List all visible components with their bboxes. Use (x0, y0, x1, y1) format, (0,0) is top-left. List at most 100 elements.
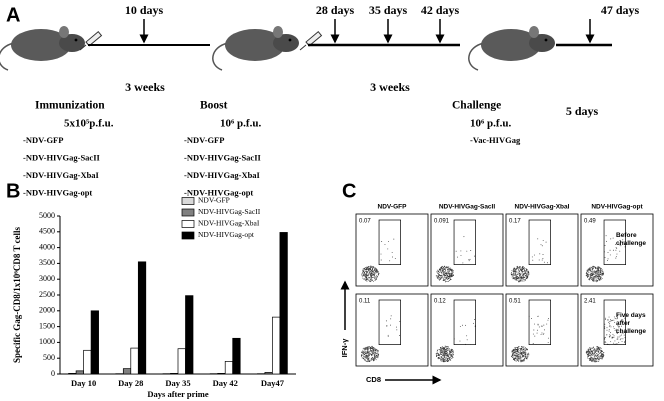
event-dot (514, 356, 516, 358)
event-dot (597, 274, 598, 276)
event-dot (439, 272, 440, 273)
event-dot (524, 347, 526, 349)
event-dot (444, 359, 446, 361)
event-dot (362, 273, 363, 275)
event-dot (526, 355, 528, 357)
gate (528, 219, 551, 265)
event-dot (542, 258, 544, 260)
event-dot (547, 319, 549, 321)
event-dot (610, 341, 612, 343)
event-dot (540, 325, 542, 327)
event-dot (517, 278, 519, 280)
event-dot (440, 270, 442, 272)
event-dot (438, 276, 439, 278)
event-dot (601, 272, 603, 274)
event-dot (597, 267, 599, 269)
event-dot (514, 350, 516, 352)
event-dot (614, 340, 616, 342)
event-dot (515, 275, 517, 277)
event-dot (393, 238, 395, 240)
gate (603, 219, 626, 265)
event-dot (441, 271, 443, 273)
y-axis-label: IFN-γ (340, 338, 349, 358)
event-dot (518, 352, 520, 354)
panel-label: A (6, 4, 20, 26)
gate-frequency: 0.11 (359, 299, 371, 305)
event-dot (460, 254, 462, 256)
event-dot (543, 261, 545, 263)
event-dot (511, 272, 512, 274)
event-dot (540, 244, 542, 246)
step-item: -NDV-HIVGag-SacII (184, 152, 262, 162)
event-dot (522, 359, 524, 361)
event-dot (374, 268, 376, 270)
event-dot (593, 355, 595, 357)
event-dot (591, 356, 593, 358)
event-dot (514, 279, 516, 281)
event-dot (439, 268, 441, 270)
event-dot (598, 269, 600, 270)
event-dot (528, 354, 530, 356)
event-dot (374, 356, 376, 358)
event-dot (516, 275, 518, 277)
event-dot (375, 273, 377, 275)
event-dot (371, 276, 373, 278)
event-dot (368, 272, 370, 274)
event-dot (603, 272, 605, 274)
bar (130, 347, 139, 375)
event-dot (370, 345, 372, 347)
event-dot (443, 279, 445, 281)
event-dot (528, 273, 530, 275)
event-dot (376, 349, 378, 351)
event-dot (608, 326, 610, 328)
y-tick-label: 500 (43, 353, 55, 362)
event-dot (373, 268, 375, 270)
event-dot (377, 357, 379, 359)
event-dot (448, 269, 450, 271)
event-dot (521, 278, 522, 280)
event-dot (373, 275, 375, 277)
event-dot (372, 349, 374, 350)
event-dot (386, 325, 388, 327)
event-dot (593, 276, 594, 278)
event-dot (372, 267, 374, 268)
event-dot (588, 350, 590, 352)
event-dot (446, 271, 448, 273)
event-dot (437, 272, 439, 274)
event-dot (445, 274, 447, 276)
event-dot (521, 269, 523, 271)
event-dot (597, 276, 599, 277)
event-dot (591, 358, 593, 360)
event-dot (465, 324, 467, 326)
event-dot (598, 271, 599, 273)
event-dot (474, 326, 476, 327)
event-dot (623, 334, 625, 336)
gate-frequency: 0.12 (434, 299, 446, 305)
event-dot (589, 276, 591, 278)
event-dot (586, 270, 588, 272)
event-dot (618, 325, 620, 327)
event-dot (364, 351, 366, 353)
event-dot (451, 275, 453, 277)
event-dot (512, 352, 513, 354)
event-dot (617, 338, 619, 340)
event-dot (587, 356, 588, 358)
event-dot (518, 358, 520, 359)
event-dot (436, 351, 438, 353)
event-dot (442, 271, 444, 273)
y-tick-label: 5000 (39, 211, 55, 220)
event-dot (586, 272, 588, 274)
event-dot (361, 274, 363, 276)
event-dot (514, 268, 516, 270)
event-dot (597, 346, 599, 348)
step-item: -NDV-HIVGag-XbaI (184, 170, 261, 180)
event-dot (446, 350, 448, 352)
event-dot (366, 346, 368, 348)
event-dot (591, 360, 593, 361)
event-dot (520, 349, 522, 351)
event-dot (389, 260, 391, 262)
event-dot (591, 274, 593, 276)
event-dot (594, 354, 596, 356)
event-dot (375, 270, 377, 272)
event-dot (377, 273, 379, 275)
